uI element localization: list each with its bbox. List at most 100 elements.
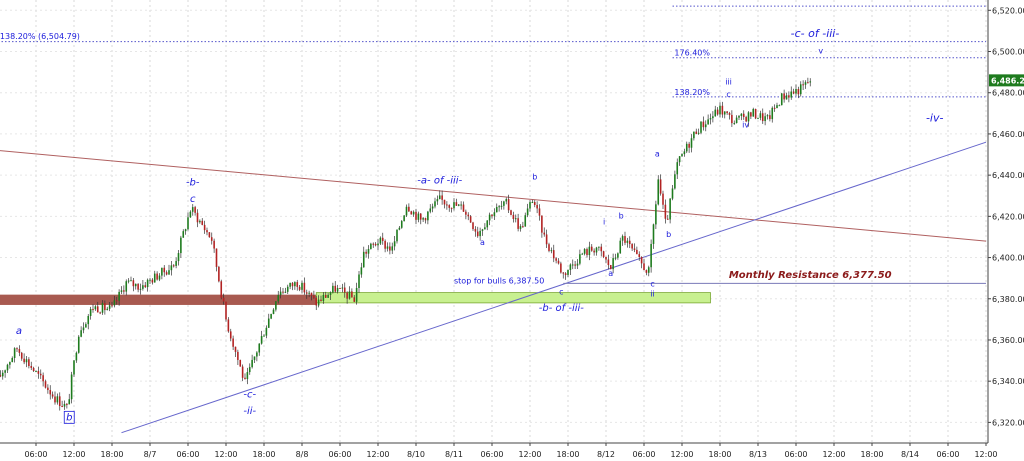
candle-body xyxy=(194,207,196,213)
candle-body xyxy=(222,297,225,302)
candle-body xyxy=(360,267,363,275)
candle-body xyxy=(106,308,109,311)
candle-body xyxy=(85,324,87,328)
x-tick-label: 06:00 xyxy=(328,450,351,459)
candle-body xyxy=(503,201,505,206)
candle-body xyxy=(723,111,726,115)
annotation-label: -ii- xyxy=(243,406,256,417)
candle-body xyxy=(237,351,239,360)
y-tick-label: 6,320.00 xyxy=(992,418,1024,427)
candle-body xyxy=(621,236,624,241)
candle-body xyxy=(172,265,175,267)
candle-body xyxy=(134,283,137,287)
annotation-label: -b- xyxy=(186,177,200,188)
candle-body xyxy=(714,109,717,117)
candle-body xyxy=(446,204,448,206)
candle-body xyxy=(310,292,313,296)
candle-body xyxy=(552,250,555,259)
candle-body xyxy=(716,109,719,115)
candle-body xyxy=(180,237,182,254)
candle-body xyxy=(617,253,619,258)
candle-body xyxy=(476,231,479,237)
candle-body xyxy=(220,281,223,298)
candle-body xyxy=(77,336,80,353)
candle-body xyxy=(500,205,503,207)
candle-body xyxy=(590,246,593,251)
candle-body xyxy=(412,211,415,215)
candle-body xyxy=(63,403,66,407)
candle-body xyxy=(232,338,234,347)
candle-body xyxy=(374,243,377,246)
candle-body xyxy=(726,111,728,114)
candle-body xyxy=(334,285,337,292)
candle-body xyxy=(339,287,341,289)
candle-body xyxy=(139,288,142,290)
candle-body xyxy=(450,207,453,209)
candle-body xyxy=(614,257,617,259)
candle-body xyxy=(370,243,372,249)
annotation-label: c xyxy=(190,194,196,205)
candle-body xyxy=(170,265,173,271)
candle-body xyxy=(619,240,622,254)
candle-body xyxy=(113,300,116,306)
candle-body xyxy=(569,264,572,271)
x-tick-label: 8/14 xyxy=(901,450,919,459)
candle-body xyxy=(28,359,30,366)
candle-body xyxy=(792,91,795,94)
candle-body xyxy=(177,253,180,262)
candle-body xyxy=(37,370,40,374)
candle-body xyxy=(384,240,386,249)
candle-body xyxy=(555,258,557,261)
candle-body xyxy=(436,199,439,202)
candle-body xyxy=(275,301,277,310)
candle-body xyxy=(265,327,268,336)
candle-body xyxy=(645,270,648,273)
candle-body xyxy=(156,273,158,280)
x-tick-label: 12:00 xyxy=(670,450,693,459)
candle-body xyxy=(564,273,567,275)
x-tick-label: 12:00 xyxy=(62,450,85,459)
candle-body xyxy=(655,204,657,225)
x-tick-label: 8/11 xyxy=(445,450,463,459)
candle-body xyxy=(142,285,144,289)
candle-body xyxy=(351,291,353,298)
annotation-label: -c- of -iii- xyxy=(791,27,840,40)
annotation-label: a xyxy=(480,238,485,247)
candle-body xyxy=(752,108,755,117)
candle-body xyxy=(218,266,220,282)
x-tick-label: 8/13 xyxy=(749,450,767,459)
annotation-label: c xyxy=(559,288,563,297)
candle-body xyxy=(92,309,94,311)
candle-body xyxy=(256,352,258,357)
candle-body xyxy=(681,154,683,157)
candle-body xyxy=(766,115,769,117)
candle-body xyxy=(448,205,451,208)
candle-body xyxy=(495,206,498,213)
candle-body xyxy=(807,82,809,84)
annotation-label: Monthly Resistance 6,377.50 xyxy=(729,270,892,281)
candle-body xyxy=(0,375,2,377)
candle-body xyxy=(213,240,215,249)
candle-body xyxy=(605,256,607,260)
candle-body xyxy=(54,396,56,403)
x-tick-label: 8/8 xyxy=(296,450,309,459)
candle-body xyxy=(488,214,491,221)
candle-body xyxy=(301,282,303,290)
x-tick-label: 18:00 xyxy=(556,450,579,459)
y-tick-label: 6,460.00 xyxy=(992,130,1024,139)
y-tick-label: 6,400.00 xyxy=(992,254,1024,263)
candle-body xyxy=(731,114,733,124)
candle-body xyxy=(379,237,382,244)
annotation-label: a xyxy=(16,326,22,337)
candle-body xyxy=(666,218,669,220)
candle-body xyxy=(415,211,417,220)
candle-body xyxy=(372,243,375,245)
candle-body xyxy=(640,256,643,264)
candle-body xyxy=(298,286,301,290)
y-tick-label: 6,420.00 xyxy=(992,212,1024,221)
candle-body xyxy=(336,287,339,292)
candle-body xyxy=(669,198,671,220)
candle-body xyxy=(719,105,721,115)
candle-body xyxy=(386,246,389,249)
